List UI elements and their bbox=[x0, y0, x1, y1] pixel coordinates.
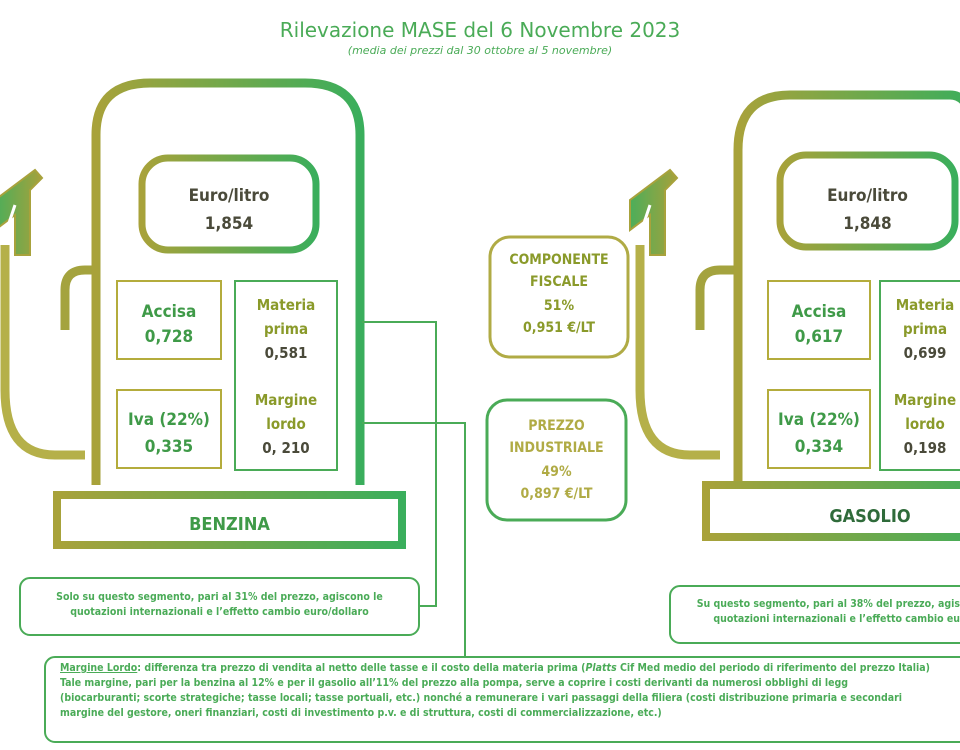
benzina-pump-base bbox=[53, 491, 406, 549]
gasolio-nozzle-detail bbox=[638, 204, 652, 236]
benzina-materia-label-1: Materia bbox=[256, 296, 316, 314]
gasolio-nozzle-icon bbox=[629, 168, 679, 256]
benzina-accisa-box bbox=[116, 280, 222, 360]
benzina-note: Solo su questo segmento, pari al 31% del… bbox=[20, 590, 419, 620]
gasolio-unit-label: Euro/litro bbox=[827, 186, 908, 206]
margine-note-box bbox=[44, 656, 960, 743]
margine-note-term: Margine Lordo bbox=[60, 662, 138, 674]
gasolio-fuel-name: GASOLIO bbox=[829, 506, 911, 527]
margine-note-def1: : differenza tra prezzo di vendita al ne… bbox=[137, 662, 586, 674]
prezzo-industriale-value: 0,897 €/LT bbox=[520, 486, 593, 502]
benzina-pump-body bbox=[91, 78, 365, 485]
componente-fiscale-box bbox=[488, 235, 630, 359]
margine-note: Margine Lordo: differenza tra prezzo di … bbox=[60, 661, 960, 721]
benzina-materia-label-2: prima bbox=[263, 320, 309, 338]
benzina-nozzle-detail bbox=[3, 204, 17, 236]
gasolio-hose-left bbox=[635, 245, 720, 460]
benzina-pump bbox=[0, 78, 466, 658]
benzina-industriale-box bbox=[234, 280, 338, 471]
page-title: Rilevazione MASE del 6 Novembre 2023 bbox=[279, 18, 681, 42]
gasolio-iva-label: Iva (22%) bbox=[778, 410, 860, 430]
benzina-note-box bbox=[19, 577, 420, 636]
gasolio-note: Su questo segmento, pari al 38% del prez… bbox=[670, 597, 960, 627]
gasolio-accisa-value: 0,617 bbox=[794, 327, 844, 347]
benzina-hose-left bbox=[0, 245, 85, 460]
gasolio-iva-box bbox=[767, 389, 871, 469]
benzina-margine-label-2: lordo bbox=[266, 415, 306, 433]
gasolio-materia-label-1: Materia bbox=[895, 296, 955, 314]
benzina-margine-value: 0, 210 bbox=[262, 439, 310, 457]
prezzo-industriale-percent: 49% bbox=[541, 464, 572, 480]
benzina-iva-value: 0,335 bbox=[144, 437, 194, 457]
benzina-margine-label-1: Margine bbox=[254, 391, 318, 409]
gasolio-hose-join bbox=[695, 265, 738, 330]
gasolio-pump-body bbox=[733, 90, 960, 485]
benzina-fuel-name: BENZINA bbox=[189, 514, 270, 535]
prezzo-industriale-line2: INDUSTRIALE bbox=[509, 440, 604, 456]
gasolio-note-line2: quotazioni internazionali e l’effetto ca… bbox=[713, 613, 960, 625]
benzina-accisa-value: 0,728 bbox=[144, 327, 194, 347]
gasolio-margine-label-1: Margine bbox=[893, 391, 957, 409]
benzina-materia-value: 0,581 bbox=[264, 344, 308, 362]
page-subtitle: (media dei prezzi dal 30 ottobre al 5 no… bbox=[347, 44, 613, 57]
componente-fiscale-line1: COMPONENTE bbox=[509, 252, 609, 268]
benzina-hose-join bbox=[60, 265, 100, 330]
margine-note-platts: Platts bbox=[585, 662, 617, 674]
gasolio-accisa-box bbox=[767, 280, 871, 360]
gasolio-price: 1,848 bbox=[843, 214, 892, 234]
gasolio-materia-label-2: prima bbox=[902, 320, 948, 338]
gasolio-display-frame bbox=[776, 151, 959, 251]
gasolio-materia-value: 0,699 bbox=[903, 344, 947, 362]
prezzo-industriale-box bbox=[485, 398, 628, 522]
benzina-accisa-label: Accisa bbox=[141, 302, 197, 322]
margine-note-line4: margine del gestore, oneri finanziari, c… bbox=[60, 707, 662, 719]
margine-note-line1: Margine Lordo: differenza tra prezzo di … bbox=[60, 661, 960, 676]
prezzo-industriale-line1: PREZZO bbox=[528, 418, 585, 434]
benzina-display-frame bbox=[138, 154, 320, 254]
gasolio-note-box bbox=[669, 585, 960, 644]
gasolio-accisa-label: Accisa bbox=[791, 302, 847, 322]
componente-fiscale-percent: 51% bbox=[543, 298, 575, 314]
gasolio-note-line1: Su questo segmento, pari al 38% del prez… bbox=[696, 598, 960, 610]
benzina-note-line1: Solo su questo segmento, pari al 31% del… bbox=[56, 591, 383, 603]
gasolio-margine-value: 0,198 bbox=[903, 439, 947, 457]
gasolio-iva-value: 0,334 bbox=[794, 437, 844, 457]
gasolio-industriale-box bbox=[879, 280, 960, 471]
benzina-iva-box bbox=[116, 389, 222, 469]
gasolio-margine-label-2: lordo bbox=[905, 415, 945, 433]
componente-fiscale-value: 0,951 €/LT bbox=[523, 320, 595, 336]
benzina-nozzle-icon bbox=[0, 168, 44, 256]
benzina-price: 1,854 bbox=[204, 214, 254, 234]
margine-note-line2: Tale margine, pari per la benzina al 12%… bbox=[60, 677, 849, 689]
margine-note-def2: Cif Med medio del periodo di riferimento… bbox=[616, 662, 930, 674]
margine-note-line3: (biocarburanti; scorte strategiche; tass… bbox=[60, 692, 903, 704]
benzina-iva-label: Iva (22%) bbox=[128, 410, 210, 430]
benzina-note-connector bbox=[362, 321, 437, 607]
benzina-note-line2: quotazioni internazionali e l’effetto ca… bbox=[70, 606, 369, 618]
gasolio-pump bbox=[629, 90, 960, 541]
benzina-unit-label: Euro/litro bbox=[188, 186, 270, 206]
gasolio-pump-base bbox=[702, 481, 960, 541]
componente-fiscale-line2: FISCALE bbox=[530, 274, 588, 290]
margine-note-connector bbox=[362, 422, 466, 658]
